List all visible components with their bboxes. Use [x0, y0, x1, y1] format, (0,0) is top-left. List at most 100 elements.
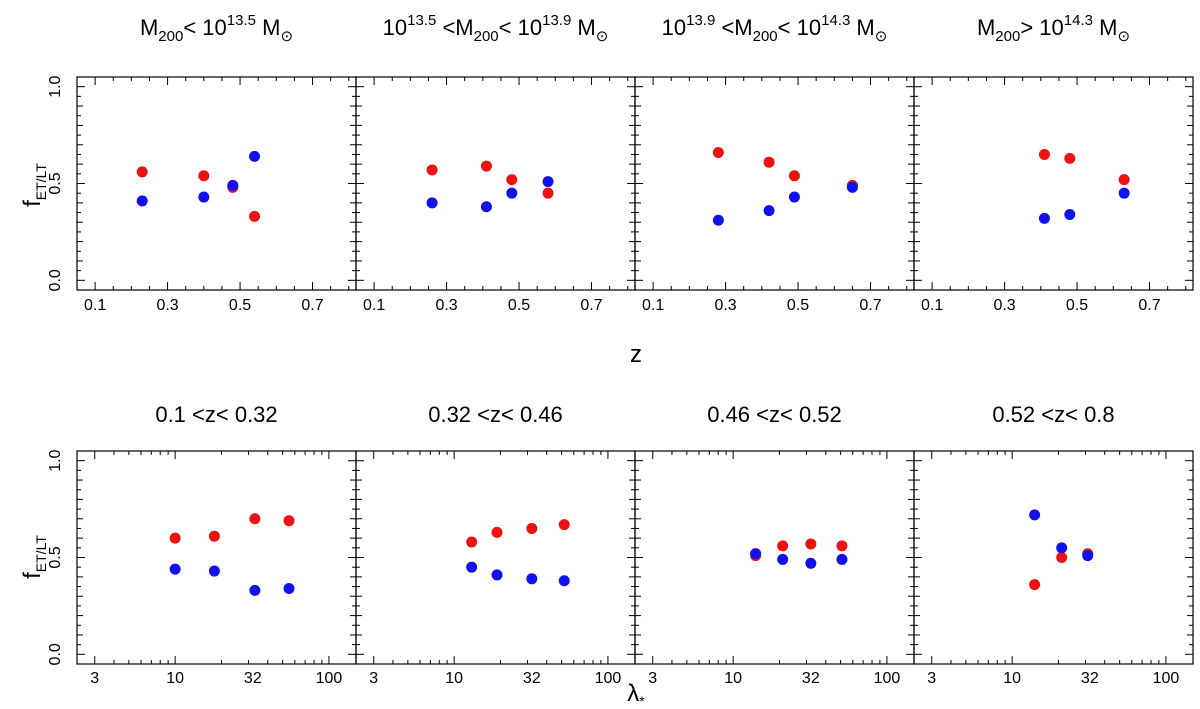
early-type-point — [712, 147, 724, 159]
late-type-point — [283, 582, 295, 594]
x-tick-label: 32 — [1081, 670, 1099, 687]
late-type-point — [491, 569, 503, 581]
panel-title: 0.1 <z< 0.32 — [155, 402, 277, 427]
x-tick-label: 32 — [244, 670, 262, 687]
late-type-point — [169, 563, 181, 575]
x-tick-label: 3 — [927, 670, 936, 687]
early-type-point — [1029, 579, 1041, 591]
x-tick-label: 100 — [874, 670, 901, 687]
x-tick-label: 0.5 — [787, 297, 809, 314]
early-type-point — [526, 522, 538, 534]
x-tick-label: 0.1 — [642, 297, 664, 314]
late-type-point — [526, 573, 538, 585]
panel-frame — [634, 450, 915, 665]
x-tick-label: 0.3 — [156, 297, 178, 314]
late-type-point — [198, 191, 210, 203]
late-type-point — [750, 548, 762, 560]
x-tick-label: 0.1 — [363, 297, 385, 314]
late-type-point — [480, 201, 492, 213]
late-type-point — [249, 584, 261, 596]
late-type-point — [788, 191, 800, 203]
x-tick-label: 10 — [724, 670, 742, 687]
late-type-point — [836, 553, 848, 565]
x-tick-label: 0.7 — [859, 297, 881, 314]
early-type-point — [249, 513, 261, 525]
y-tick-label: 0.5 — [47, 546, 64, 568]
panel-title: 1013.5 <M200< 1013.9 M⊙ — [383, 12, 609, 45]
x-tick-label: 0.7 — [580, 297, 602, 314]
early-type-point — [1056, 552, 1068, 563]
late-type-point — [1118, 187, 1130, 199]
x-tick-label: 32 — [523, 670, 541, 687]
y-axis-label: fET/LT — [19, 163, 49, 207]
x-tick-label: 0.3 — [714, 297, 736, 314]
panel-title: 0.52 <z< 0.8 — [992, 402, 1114, 427]
early-type-point — [491, 526, 503, 538]
panel-frame — [355, 76, 636, 291]
early-type-point — [169, 532, 181, 544]
x-tick-label: 0.7 — [301, 297, 323, 314]
late-type-point — [846, 181, 858, 193]
x-tick-label: 3 — [90, 670, 99, 687]
x-tick-label: 3 — [369, 670, 378, 687]
late-type-point — [542, 176, 554, 188]
x-tick-label: 0.5 — [1066, 297, 1088, 314]
x-tick-label: 100 — [595, 670, 622, 687]
y-tick-label: 0.0 — [47, 269, 64, 291]
y-axis-label: fET/LT — [19, 535, 49, 579]
late-type-point — [208, 565, 220, 577]
x-tick-label: 100 — [1153, 670, 1180, 687]
panel-frame — [76, 450, 357, 665]
panel-frame — [913, 76, 1194, 291]
early-type-point — [480, 160, 492, 172]
late-type-point — [136, 195, 148, 207]
late-type-point — [1064, 208, 1076, 220]
panel-title: 0.32 <z< 0.46 — [428, 402, 563, 427]
x-tick-label: 32 — [802, 670, 820, 687]
early-type-point — [426, 164, 438, 176]
x-axis-label: λ* — [627, 680, 645, 709]
late-type-point — [558, 575, 570, 587]
panel-title: 1013.9 <M200< 1014.3 M⊙ — [662, 12, 888, 45]
x-axis-label: z — [630, 341, 642, 368]
early-type-point — [249, 210, 261, 222]
early-type-point — [788, 170, 800, 182]
late-type-point — [1038, 212, 1050, 224]
early-type-point — [208, 530, 220, 542]
early-type-point — [283, 515, 295, 527]
x-tick-label: 10 — [1003, 670, 1021, 687]
y-tick-label: 0.0 — [47, 643, 64, 665]
early-type-point — [777, 540, 789, 552]
x-tick-label: 0.3 — [993, 297, 1015, 314]
early-type-point — [542, 187, 554, 199]
panel-title: M200< 1013.5 M⊙ — [140, 12, 293, 45]
x-tick-label: 0.5 — [508, 297, 530, 314]
panel-frame — [634, 76, 915, 291]
x-tick-label: 0.3 — [435, 297, 457, 314]
late-type-point — [805, 557, 817, 569]
panel-title: M200> 1014.3 M⊙ — [977, 12, 1130, 45]
early-type-point — [805, 538, 817, 550]
early-type-point — [1118, 174, 1130, 186]
x-tick-label: 0.5 — [229, 297, 251, 314]
early-type-point — [136, 166, 148, 178]
late-type-point — [1029, 509, 1041, 521]
late-type-point — [466, 561, 478, 573]
late-type-point — [506, 187, 518, 199]
x-tick-label: 10 — [445, 670, 463, 687]
early-type-point — [506, 174, 518, 186]
x-tick-label: 100 — [316, 670, 343, 687]
late-type-point — [1082, 550, 1094, 562]
x-tick-label: 10 — [166, 670, 184, 687]
x-tick-label: 0.1 — [921, 297, 943, 314]
late-type-point — [1056, 542, 1068, 554]
early-type-point — [198, 170, 210, 182]
early-type-point — [1038, 148, 1050, 160]
early-type-point — [1064, 152, 1076, 164]
x-tick-label: 0.7 — [1138, 297, 1160, 314]
late-type-point — [763, 205, 775, 217]
late-type-point — [227, 179, 239, 191]
panel-title: 0.46 <z< 0.52 — [707, 402, 842, 427]
late-type-point — [426, 197, 438, 209]
